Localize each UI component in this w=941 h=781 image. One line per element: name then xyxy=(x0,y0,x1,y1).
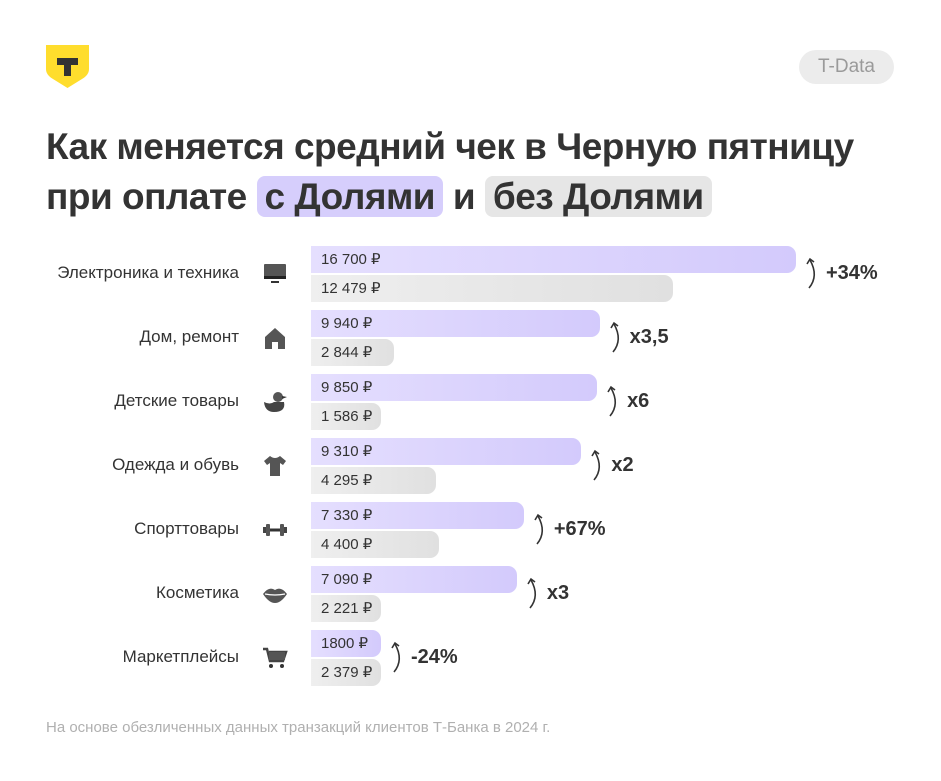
curved-arrow-icon xyxy=(391,640,407,674)
bar-without-dolyami: 2 379 ₽ xyxy=(311,659,381,686)
category-label: Косметика xyxy=(156,583,239,602)
bar-with-dolyami: 1800 ₽ xyxy=(311,630,381,657)
change-annotation: x2 xyxy=(611,454,634,476)
bar-with-dolyami: 7 330 ₽ xyxy=(311,502,524,529)
category-label: Маркетплейсы xyxy=(122,647,239,666)
change-annotation: +34% xyxy=(826,262,878,284)
lips-icon xyxy=(262,582,288,606)
house-icon xyxy=(262,326,288,350)
title-line-2: при оплате с Долями и без Долями xyxy=(46,172,854,222)
bar-with-dolyami: 16 700 ₽ xyxy=(311,246,796,273)
bar-without-dolyami: 4 400 ₽ xyxy=(311,531,439,558)
category-label: Электроника и техника xyxy=(57,263,239,282)
duck-icon xyxy=(262,390,288,414)
t-data-tag: T-Data xyxy=(799,50,894,84)
page-title: Как меняется средний чек в Черную пятниц… xyxy=(46,122,854,222)
dumbbell-icon xyxy=(262,518,288,542)
curved-arrow-icon xyxy=(534,512,550,546)
legend-with: с Долями xyxy=(256,176,444,217)
bar-without-dolyami: 2 844 ₽ xyxy=(311,339,394,366)
bar-without-dolyami: 1 586 ₽ xyxy=(311,403,381,430)
monitor-icon xyxy=(262,262,288,286)
curved-arrow-icon xyxy=(527,576,543,610)
curved-arrow-icon xyxy=(591,448,607,482)
curved-arrow-icon xyxy=(806,256,822,290)
bar-without-dolyami: 2 221 ₽ xyxy=(311,595,381,622)
change-annotation: +67% xyxy=(553,518,606,540)
curved-arrow-icon xyxy=(607,384,623,418)
bar-with-dolyami: 7 090 ₽ xyxy=(311,566,517,593)
title-prefix: при оплате xyxy=(46,176,247,217)
tshirt-icon xyxy=(262,454,288,478)
bar-without-dolyami: 12 479 ₽ xyxy=(311,275,674,302)
bar-with-dolyami: 9 310 ₽ xyxy=(311,438,582,465)
footnote: На основе обезличенных данных транзакций… xyxy=(46,719,551,736)
legend-without: без Долями xyxy=(484,176,712,217)
curved-arrow-icon xyxy=(609,320,626,354)
change-annotation: -24% xyxy=(411,646,458,668)
change-annotation: x3 xyxy=(546,582,570,604)
title-and: и xyxy=(452,176,476,217)
category-label: Одежда и обувь xyxy=(112,455,239,474)
category-label: Дом, ремонт xyxy=(139,327,239,346)
change-annotation: x6 xyxy=(627,390,650,412)
bar-with-dolyami: 9 940 ₽ xyxy=(311,310,600,337)
bar-without-dolyami: 4 295 ₽ xyxy=(311,467,436,494)
category-label: Спорттовары xyxy=(134,519,239,538)
change-annotation: x3,5 xyxy=(629,326,669,348)
bar-with-dolyami: 9 850 ₽ xyxy=(311,374,598,401)
category-label: Детские товары xyxy=(114,391,239,410)
t-bank-logo xyxy=(46,45,89,88)
cart-icon xyxy=(262,646,288,670)
title-line-1: Как меняется средний чек в Черную пятниц… xyxy=(46,126,854,167)
